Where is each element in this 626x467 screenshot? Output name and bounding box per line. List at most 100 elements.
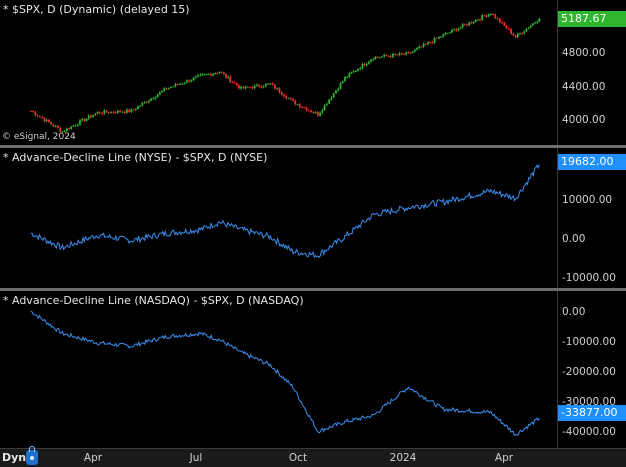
candlestick <box>459 26 462 30</box>
candlestick <box>501 20 503 24</box>
candlestick <box>446 32 449 35</box>
candlestick <box>498 17 501 24</box>
candlestick <box>394 53 397 56</box>
candlestick <box>48 119 50 123</box>
copyright-label: © eSignal, 2024 <box>2 132 76 142</box>
candlestick <box>264 83 267 88</box>
candlestick <box>496 17 499 20</box>
candlestick <box>400 52 403 55</box>
candlestick <box>420 45 423 48</box>
candlestick <box>163 86 166 93</box>
candlestick <box>463 23 466 26</box>
candlestick <box>283 93 285 98</box>
candlestick <box>101 112 103 115</box>
candlestick <box>534 21 536 25</box>
candlestick <box>409 51 412 54</box>
candlestick <box>253 84 256 90</box>
candlestick <box>301 105 303 109</box>
candlestick <box>354 69 357 73</box>
candlestick <box>150 97 153 102</box>
x-axis-label: Apr <box>83 452 103 464</box>
candlestick <box>218 71 221 74</box>
candlestick <box>194 75 197 79</box>
candlestick <box>523 30 526 35</box>
candlestick <box>260 85 263 89</box>
pane-divider[interactable] <box>0 288 626 291</box>
candlestick <box>65 127 68 132</box>
nyse-plot-area[interactable]: * Advance-Decline Line (NYSE) - $SPX, D … <box>0 148 557 289</box>
candlestick <box>32 110 35 113</box>
candlestick <box>466 23 468 27</box>
lock-icon[interactable] <box>26 446 38 465</box>
candlestick <box>455 27 458 33</box>
nyse-pane-title: * Advance-Decline Line (NYSE) - $SPX, D … <box>3 151 268 164</box>
nasdaq-value-axis[interactable]: 0.00 -10000.00 -20000.00 -30000.00 -4000… <box>557 291 626 448</box>
candlestick <box>43 116 46 123</box>
candlestick <box>474 19 477 23</box>
candlestick <box>372 57 375 62</box>
candlestick <box>519 32 521 35</box>
candlestick <box>444 32 447 36</box>
candlestick <box>337 87 340 92</box>
spx-price-pane[interactable]: * $SPX, D (Dynamic) (delayed 15) © eSign… <box>0 0 626 146</box>
nasdaq-tick: -10000.00 <box>562 336 616 348</box>
candlestick <box>205 73 208 76</box>
nasdaq-adline-chart[interactable] <box>0 291 557 448</box>
nyse-adline-chart[interactable] <box>0 148 557 289</box>
candlestick <box>197 73 199 78</box>
x-axis-label: Oct <box>288 452 308 464</box>
spx-tick: 4400.00 <box>562 81 606 93</box>
candlestick <box>90 114 92 119</box>
nyse-tick: 0.00 <box>562 233 586 245</box>
nasdaq-plot-area[interactable]: * Advance-Decline Line (NASDAQ) - $SPX, … <box>0 291 557 448</box>
time-axis-bar[interactable]: Dyn Apr Jul Oct 2024 Apr <box>0 446 626 467</box>
candlestick <box>416 47 418 51</box>
candlestick <box>276 87 279 90</box>
candlestick <box>29 110 32 112</box>
candlestick <box>126 108 128 115</box>
candlestick <box>246 85 249 88</box>
candlestick <box>103 109 106 116</box>
candlestick <box>483 14 486 17</box>
candlestick <box>255 83 258 87</box>
candlestick <box>207 73 210 75</box>
spx-plot-area[interactable]: * $SPX, D (Dynamic) (delayed 15) © eSign… <box>0 0 557 146</box>
candlestick <box>396 54 399 56</box>
candlestick <box>214 72 217 75</box>
candlestick <box>407 51 410 54</box>
candlestick <box>376 56 379 58</box>
candlestick <box>503 21 506 27</box>
spx-last-value-badge: 5187.67 <box>558 11 626 27</box>
nasdaq-adline-pane[interactable]: * Advance-Decline Line (NASDAQ) - $SPX, … <box>0 291 626 448</box>
candlestick <box>357 68 359 72</box>
candlestick <box>319 111 322 117</box>
spx-candlestick-chart[interactable] <box>0 0 557 146</box>
candlestick <box>38 115 41 118</box>
candlestick <box>134 107 137 111</box>
candlestick <box>341 80 344 84</box>
candlestick <box>233 81 236 84</box>
candlestick <box>114 111 117 115</box>
candlestick <box>52 123 55 128</box>
dynamic-mode-label[interactable]: Dyn <box>2 451 27 464</box>
spx-price-axis[interactable]: 4800.00 4400.00 4000.00 5187.67 <box>557 0 626 146</box>
candlestick <box>110 111 112 114</box>
candlestick <box>461 22 464 29</box>
candlestick <box>494 13 497 20</box>
candlestick <box>262 85 265 89</box>
candlestick <box>529 24 532 29</box>
pane-divider[interactable] <box>0 145 626 148</box>
candlestick <box>59 126 62 133</box>
candlestick <box>479 18 481 22</box>
candlestick <box>363 62 366 67</box>
candlestick <box>237 84 240 90</box>
x-axis-label: Apr <box>494 452 514 464</box>
candlestick <box>378 56 381 59</box>
nyse-value-axis[interactable]: 10000.00 0.00 -10000.00 19682.00 <box>557 148 626 289</box>
candlestick <box>94 113 97 116</box>
candlestick <box>285 94 288 100</box>
candlestick <box>258 83 261 88</box>
candlestick <box>514 34 517 38</box>
candlestick <box>50 121 53 125</box>
nyse-adline-pane[interactable]: * Advance-Decline Line (NYSE) - $SPX, D … <box>0 148 626 289</box>
